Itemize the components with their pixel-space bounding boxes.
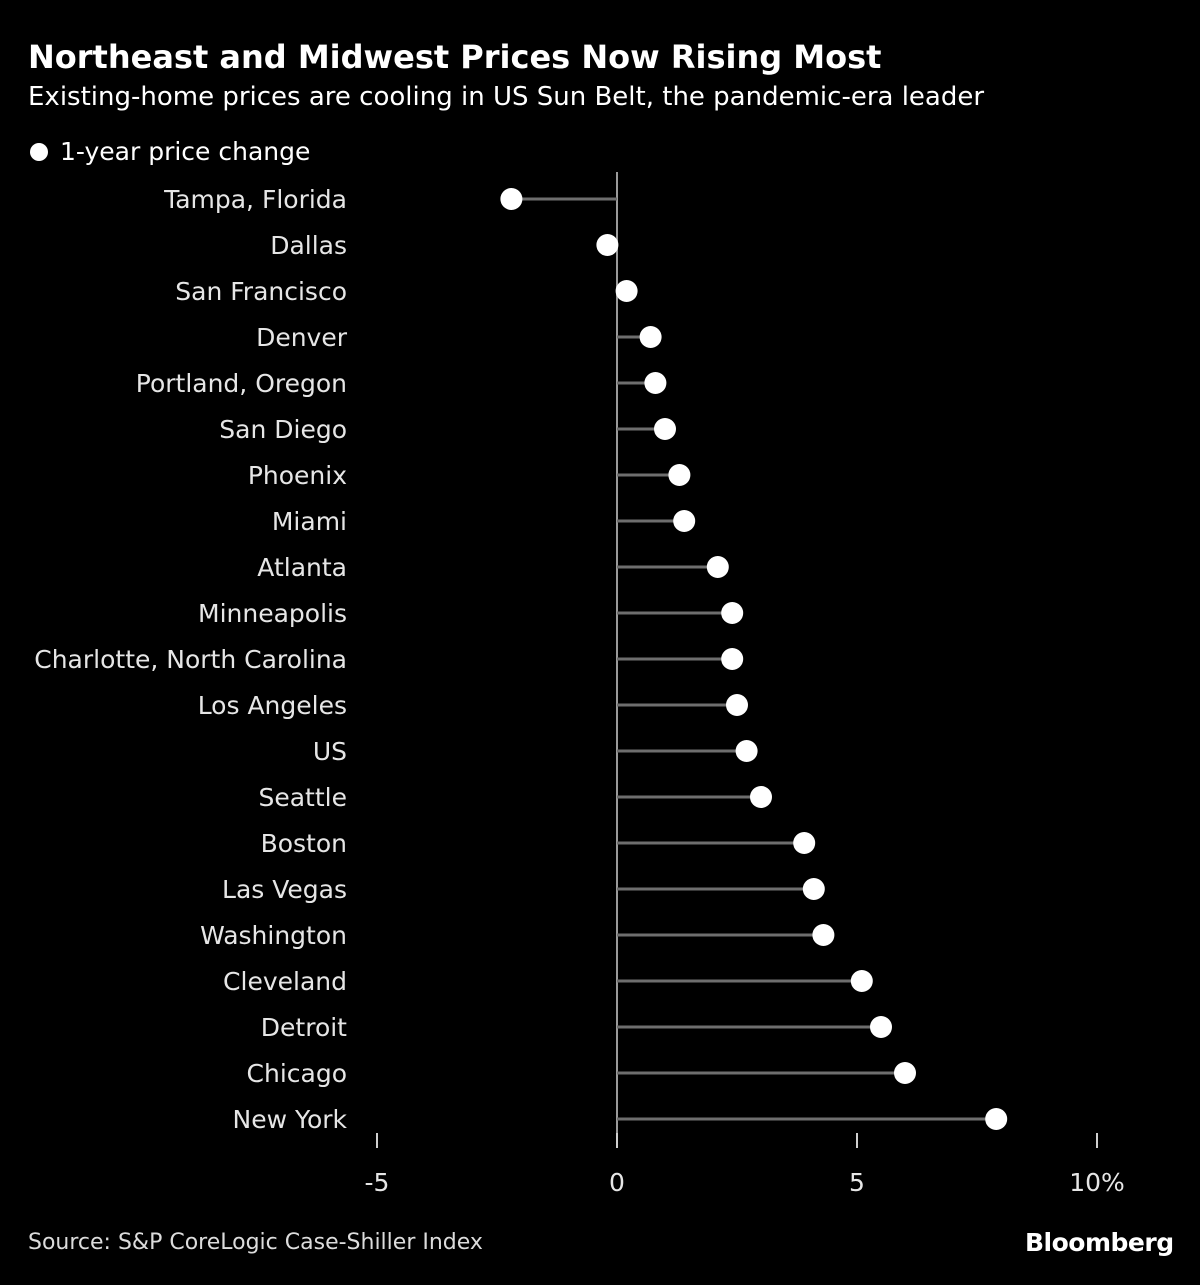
data-point <box>673 510 696 532</box>
legend-label: 1-year price change <box>60 137 311 166</box>
data-point <box>812 924 835 946</box>
data-point <box>850 970 873 992</box>
data-point <box>870 1016 892 1038</box>
data-point <box>706 556 729 578</box>
source-note: Source: S&P CoreLogic Case-Shiller Index <box>28 1230 483 1255</box>
category-label: Cleveland <box>223 967 347 996</box>
x-tick-label: 5 <box>849 1168 865 1197</box>
data-point <box>802 878 825 900</box>
legend-dot-icon <box>30 142 48 161</box>
category-label: Miami <box>272 507 347 536</box>
data-point <box>985 1108 1008 1130</box>
data-point <box>596 234 619 256</box>
category-label: Charlotte, North Carolina <box>34 645 347 674</box>
category-label: Boston <box>261 829 347 858</box>
bloomberg-logo: Bloomberg <box>1025 1228 1174 1257</box>
category-label: Phoenix <box>248 461 347 490</box>
category-label: Chicago <box>247 1059 347 1088</box>
x-tick-label: 0 <box>609 1168 625 1197</box>
category-label: Atlanta <box>257 553 347 582</box>
data-point <box>793 832 816 854</box>
data-point <box>721 648 744 670</box>
category-label: San Francisco <box>175 277 347 306</box>
chart-subtitle: Existing-home prices are cooling in US S… <box>28 82 985 112</box>
data-point <box>668 464 691 486</box>
data-point <box>894 1062 916 1084</box>
data-point <box>639 326 662 348</box>
category-label: New York <box>233 1105 348 1134</box>
category-label: Portland, Oregon <box>136 369 347 398</box>
data-point <box>615 280 638 302</box>
category-label: Denver <box>256 323 348 352</box>
data-point <box>500 188 523 210</box>
data-point <box>750 786 772 808</box>
data-point <box>654 418 676 440</box>
category-label: Minneapolis <box>198 599 347 628</box>
category-label: San Diego <box>219 415 347 444</box>
category-label: Seattle <box>258 783 347 812</box>
category-label: Los Angeles <box>198 691 347 720</box>
data-point <box>721 602 744 624</box>
data-point <box>644 372 667 394</box>
category-label: US <box>313 737 347 766</box>
data-point <box>735 740 758 762</box>
category-label: Dallas <box>270 231 347 260</box>
category-label: Tampa, Florida <box>163 185 347 214</box>
category-label: Las Vegas <box>222 875 347 904</box>
x-tick-label: 10% <box>1069 1168 1125 1197</box>
chart-title: Northeast and Midwest Prices Now Rising … <box>28 38 882 76</box>
category-label: Detroit <box>261 1013 347 1042</box>
x-tick-label: -5 <box>365 1168 390 1197</box>
legend: 1-year price change <box>30 137 310 166</box>
data-point <box>726 694 748 716</box>
category-label: Washington <box>200 921 347 950</box>
